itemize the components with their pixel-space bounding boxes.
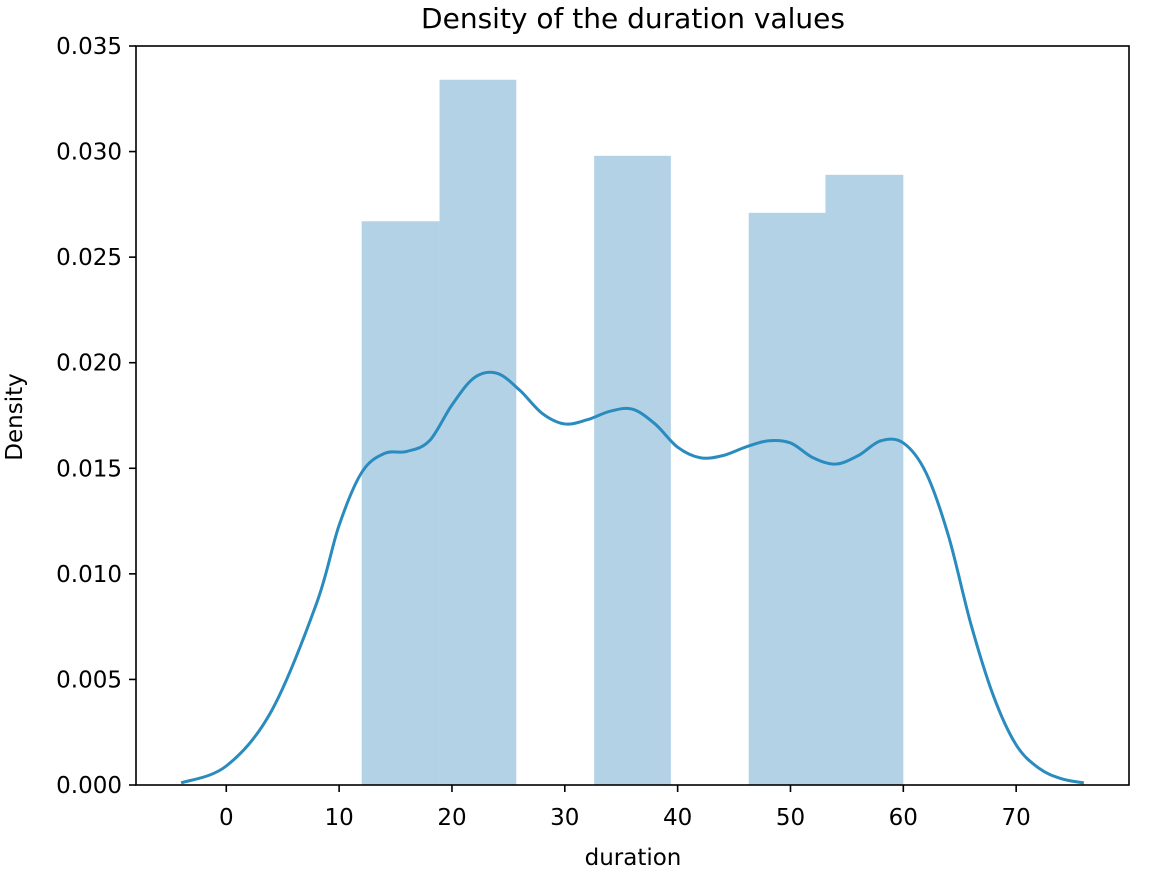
y-tick-label: 0.030	[56, 140, 122, 166]
y-axis-label: Density	[2, 373, 28, 460]
x-axis-label: duration	[585, 845, 682, 871]
histogram-bar	[594, 155, 671, 785]
x-tick-label: 70	[1002, 805, 1031, 831]
y-axis-ticks: 0.000 0.005 0.010 0.015 0.020 0.025 0.030 0.035	[56, 34, 136, 799]
y-tick-label: 0.000	[56, 773, 122, 799]
kde-curve	[180, 370, 1085, 785]
histogram-bar	[439, 79, 517, 786]
y-tick-label: 0.005	[56, 667, 122, 693]
plot-frame	[135, 45, 1130, 786]
x-tick-label: 20	[437, 805, 466, 831]
x-tick-label: 30	[550, 805, 579, 831]
histogram-bar	[361, 221, 440, 786]
x-tick-label: 60	[889, 805, 918, 831]
x-tick-label: 0	[219, 805, 234, 831]
y-tick-label: 0.035	[56, 34, 122, 60]
y-tick-label: 0.020	[56, 351, 122, 377]
x-axis-ticks: 0 10 20 30 40 50 60 70	[219, 785, 1031, 831]
histogram-bar	[825, 174, 904, 786]
y-tick-label: 0.025	[56, 245, 122, 271]
y-tick-label: 0.010	[56, 562, 122, 588]
chart-title: Density of the duration values	[421, 2, 845, 35]
x-tick-label: 40	[663, 805, 692, 831]
histogram-bar	[748, 212, 826, 785]
x-tick-label: 50	[776, 805, 805, 831]
x-tick-label: 10	[324, 805, 353, 831]
y-tick-label: 0.015	[56, 456, 122, 482]
histogram-bars	[361, 79, 904, 786]
